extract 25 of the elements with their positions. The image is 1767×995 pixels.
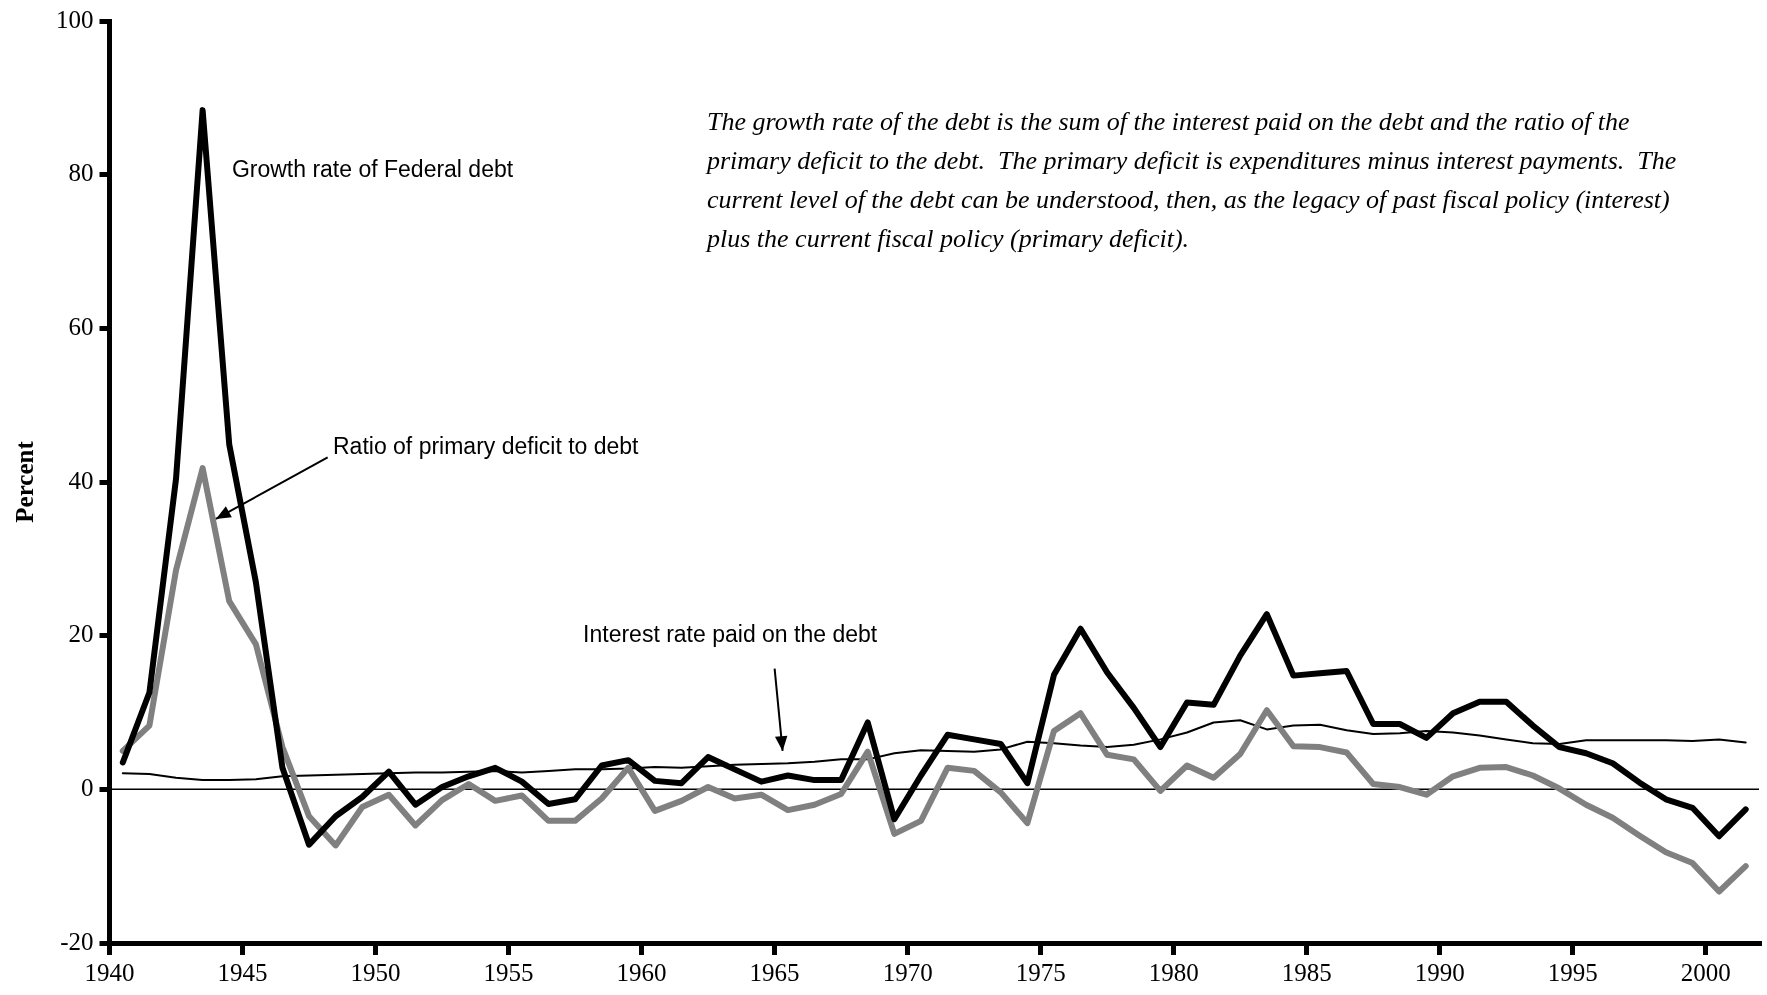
y-tick-label: 60 [68,312,94,340]
x-tick-label: 1965 [749,958,800,986]
series-label: Growth rate of Federal debt [231,156,514,183]
y-tick-label: 0 [81,773,94,801]
x-tick-label: 1990 [1414,958,1465,986]
x-tick-label: 1980 [1148,958,1199,986]
y-tick-label: 100 [56,5,94,33]
y-axis-title: Percent [11,440,39,523]
x-tick-label: 1945 [217,958,268,986]
text: Ratio of primary deficit to debt [332,432,640,459]
y-tick-label: -20 [60,927,94,955]
y-tick-label: 80 [68,159,94,187]
x-tick-label: 1940 [84,958,135,986]
x-tick-label: 1975 [1015,958,1066,986]
x-tick-label: 1985 [1281,958,1332,986]
x-tick-label: 1970 [882,958,933,986]
x-tick-label: 1960 [616,958,667,986]
x-tick-label: 2000 [1680,958,1731,986]
x-tick-label: 1995 [1547,958,1598,986]
text: Interest rate paid on the debt [583,621,878,648]
y-tick-label: 20 [68,620,94,648]
x-tick-label: 1950 [350,958,401,986]
annotation: The growth rate of the debt is the sum of the interest paid on the debt and the ratio of the primary deficit to the debt. The primary deficit is expenditures minus interest payments. The current level of the debt can be understood, then, as the legacy of past fiscal policy (interest) plus the current fiscal policy (primary deficit). [705,107,1677,253]
y-tick-label: 40 [68,466,94,494]
x-tick-label: 1955 [483,958,534,986]
